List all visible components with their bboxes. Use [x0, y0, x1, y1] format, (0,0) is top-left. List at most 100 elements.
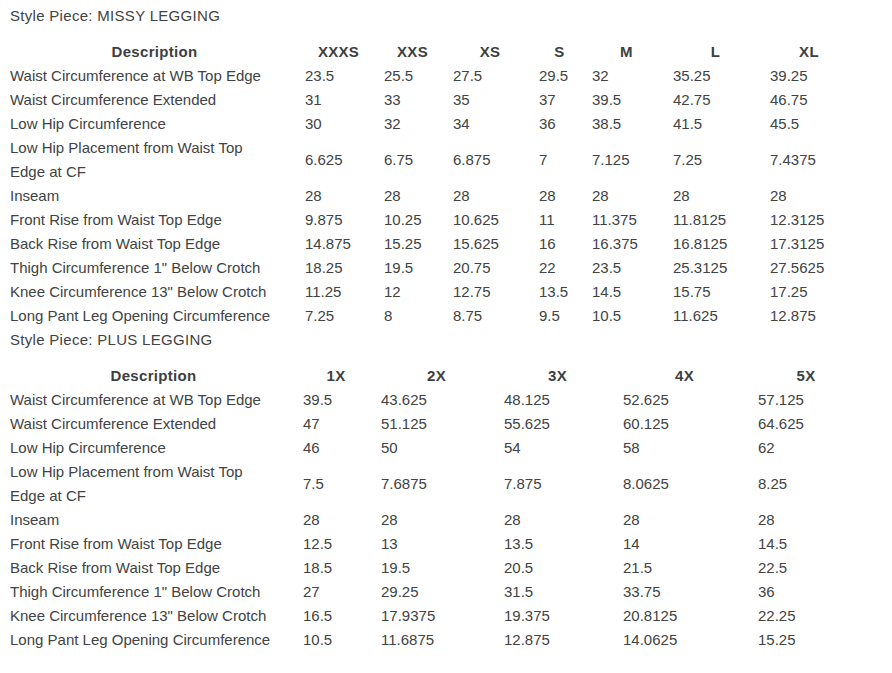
measurement-value: 55.625	[498, 412, 617, 436]
measurement-value: 18.25	[299, 256, 378, 280]
table-body: Waist Circumference at WB Top Edge39.543…	[10, 388, 860, 652]
measurement-value: 22	[533, 256, 586, 280]
measurement-value: 14	[617, 532, 752, 556]
column-header-size-xxs: XXS	[378, 40, 447, 64]
measurement-value: 57.125	[752, 388, 860, 412]
measurement-value: 19.5	[375, 556, 498, 580]
measurement-value: 31	[299, 88, 378, 112]
column-header-size-s: S	[533, 40, 586, 64]
measurement-label: Back Rise from Waist Top Edge	[10, 556, 297, 580]
measurement-label: Waist Circumference at WB Top Edge	[10, 388, 297, 412]
measurement-label: Low Hip Circumference	[10, 436, 297, 460]
measurement-value: 10.5	[586, 304, 667, 328]
measurement-value: 36	[533, 112, 586, 136]
measurement-label: Thigh Circumference 1" Below Crotch	[10, 580, 297, 604]
measurement-value: 14.0625	[617, 628, 752, 652]
measurement-value: 17.3125	[764, 232, 854, 256]
measurement-value: 7.125	[586, 136, 667, 184]
measurement-value: 58	[617, 436, 752, 460]
measurement-value: 51.125	[375, 412, 498, 436]
measurement-value: 60.125	[617, 412, 752, 436]
measurement-value: 50	[375, 436, 498, 460]
measurement-value: 22.5	[752, 556, 860, 580]
table-row: Front Rise from Waist Top Edge12.51313.5…	[10, 532, 860, 556]
measurement-value: 6.625	[299, 136, 378, 184]
measurement-value: 6.875	[447, 136, 533, 184]
measurement-value: 10.25	[378, 208, 447, 232]
measurement-value: 39.5	[297, 388, 375, 412]
column-header-size-3x: 3X	[498, 364, 617, 388]
measurement-value: 14.5	[586, 280, 667, 304]
table-body: Waist Circumference at WB Top Edge23.525…	[10, 64, 854, 328]
measurement-value: 39.5	[586, 88, 667, 112]
measurement-value: 8.0625	[617, 460, 752, 508]
measurement-value: 52.625	[617, 388, 752, 412]
measurement-value: 36	[752, 580, 860, 604]
table-row: Waist Circumference at WB Top Edge39.543…	[10, 388, 860, 412]
style-piece-title: Style Piece: PLUS LEGGING	[10, 330, 862, 350]
column-header-size-5x: 5X	[752, 364, 860, 388]
measurement-value: 16.8125	[667, 232, 764, 256]
measurement-value: 28	[764, 184, 854, 208]
table-row: Low Hip Placement from Waist Top Edge at…	[10, 136, 854, 184]
measurement-value: 18.5	[297, 556, 375, 580]
measurement-value: 11.8125	[667, 208, 764, 232]
table-row: Low Hip Circumference3032343638.541.545.…	[10, 112, 854, 136]
column-header-size-xs: XS	[447, 40, 533, 64]
measurement-value: 13.5	[533, 280, 586, 304]
column-header-size-2x: 2X	[375, 364, 498, 388]
measurement-label: Low Hip Circumference	[10, 112, 299, 136]
measurement-value: 28	[447, 184, 533, 208]
measurement-value: 46.75	[764, 88, 854, 112]
table-row: Waist Circumference Extended3133353739.5…	[10, 88, 854, 112]
measurement-value: 8.25	[752, 460, 860, 508]
table-row: Front Rise from Waist Top Edge9.87510.25…	[10, 208, 854, 232]
measurement-value: 23.5	[586, 256, 667, 280]
measurement-value: 11.375	[586, 208, 667, 232]
measurement-value: 37	[533, 88, 586, 112]
measurement-value: 28	[299, 184, 378, 208]
measurement-value: 54	[498, 436, 617, 460]
measurement-value: 30	[299, 112, 378, 136]
table-row: Waist Circumference Extended4751.12555.6…	[10, 412, 860, 436]
measurement-value: 12.3125	[764, 208, 854, 232]
table-row: Inseam2828282828	[10, 508, 860, 532]
measurement-value: 7.25	[299, 304, 378, 328]
table-row: Low Hip Placement from Waist Top Edge at…	[10, 460, 860, 508]
column-header-size-4x: 4X	[617, 364, 752, 388]
measurement-value: 38.5	[586, 112, 667, 136]
measurement-value: 6.75	[378, 136, 447, 184]
measurement-value: 28	[586, 184, 667, 208]
measurement-label: Long Pant Leg Opening Circumference	[10, 304, 299, 328]
measurement-label: Inseam	[10, 184, 299, 208]
measurement-value: 28	[533, 184, 586, 208]
measurement-label: Front Rise from Waist Top Edge	[10, 208, 299, 232]
column-header-size-1x: 1X	[297, 364, 375, 388]
measurement-value: 17.9375	[375, 604, 498, 628]
measurement-value: 7.5	[297, 460, 375, 508]
measurement-value: 12.75	[447, 280, 533, 304]
measurement-label: Low Hip Placement from Waist Top Edge at…	[10, 460, 297, 508]
measurement-value: 12.5	[297, 532, 375, 556]
measurement-value: 62	[752, 436, 860, 460]
measurement-label: Waist Circumference at WB Top Edge	[10, 64, 299, 88]
measurement-value: 28	[667, 184, 764, 208]
measurement-value: 64.625	[752, 412, 860, 436]
column-header-description: Description	[10, 40, 299, 64]
measurement-value: 33	[378, 88, 447, 112]
measurement-value: 16.5	[297, 604, 375, 628]
measurement-value: 46	[297, 436, 375, 460]
measurement-label: Front Rise from Waist Top Edge	[10, 532, 297, 556]
column-header-size-xxxs: XXXS	[299, 40, 378, 64]
measurement-value: 35.25	[667, 64, 764, 88]
measurement-value: 28	[378, 184, 447, 208]
size-chart-table: Description1X2X3X4X5X Waist Circumferenc…	[10, 364, 860, 652]
measurement-value: 7	[533, 136, 586, 184]
measurement-value: 9.5	[533, 304, 586, 328]
measurement-value: 23.5	[299, 64, 378, 88]
size-chart-section: Style Piece: MISSY LEGGING DescriptionXX…	[10, 6, 862, 328]
measurement-value: 19.5	[378, 256, 447, 280]
measurement-value: 28	[617, 508, 752, 532]
measurement-value: 31.5	[498, 580, 617, 604]
measurement-value: 28	[498, 508, 617, 532]
